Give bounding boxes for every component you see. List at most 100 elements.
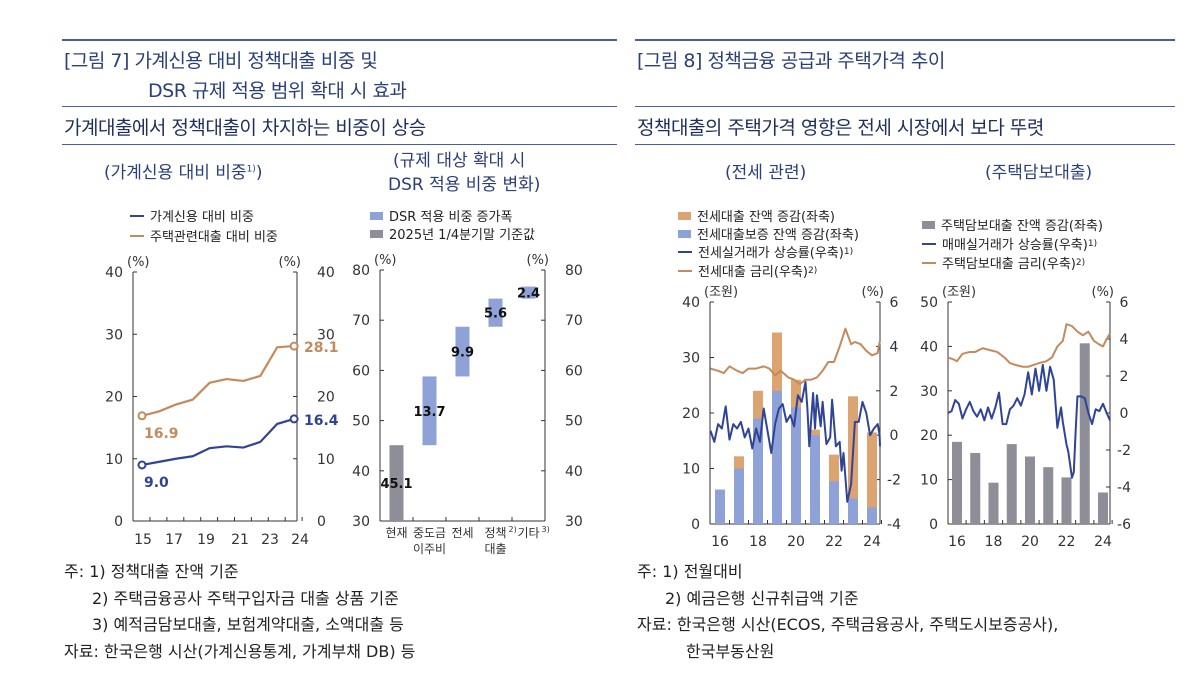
left-title-line2: DSR 규제 적용 범위 확대 시 효과 <box>148 80 407 102</box>
chart3-bar <box>848 498 858 524</box>
legend-bar-swatch <box>922 220 935 229</box>
chart4-bar <box>1043 467 1054 524</box>
chart4-y2tick-label: 4 <box>1120 332 1129 348</box>
chart2-ytick-label: 60 <box>352 363 370 379</box>
chart4-bar <box>1006 444 1017 524</box>
chart3-ytick-label: 10 <box>682 462 700 478</box>
chart2-bar <box>488 298 503 327</box>
chart2-category-sup: 2) <box>509 525 517 534</box>
chart4-bar <box>952 441 962 524</box>
chart1-xtick-label: 21 <box>231 532 249 548</box>
legend-line-swatch <box>678 269 692 272</box>
chart1-ytick-label: 20 <box>105 390 123 406</box>
chart3-xtick-label: 16 <box>711 534 729 550</box>
chart2-y2tick-label: 30 <box>565 514 583 530</box>
chart2-category-label: 이주비 <box>413 542 446 556</box>
chart4-y2tick-label: -2 <box>1117 443 1131 459</box>
legend-bar-swatch <box>678 211 691 220</box>
chart1-endpoint-marker <box>289 414 299 424</box>
chart3-xtick-label: 18 <box>749 534 767 550</box>
chart1-xtick-label: 17 <box>165 532 183 548</box>
chart4-xtick-label: 20 <box>1021 534 1039 550</box>
chart1-xtick-label: 23 <box>261 532 279 548</box>
chart4-y2tick-label: 6 <box>1120 295 1129 311</box>
legend-line-swatch <box>922 242 936 245</box>
chart3-bar <box>772 390 782 524</box>
chart2-category-label: 전세 <box>451 526 473 540</box>
chart2-y2tick-label: 60 <box>565 363 583 379</box>
chart3-xtick-label: 20 <box>787 534 805 550</box>
chart1-legend-orange: 주택관련대출 대비 비중 <box>130 226 278 245</box>
chart4-legend-1: 주택담보대출 잔액 증감(좌축) <box>922 215 1103 234</box>
right-title: [그림 8] 정책금융 공급과 주택가격 추이 <box>637 50 945 72</box>
chart4-right-unit: (%) <box>1092 285 1115 300</box>
chart1-legend-blue: 가계신용 대비 비중 <box>130 206 254 225</box>
chart1-series-line <box>141 344 295 417</box>
chart3-bar <box>791 407 801 524</box>
chart1-y2tick-label: 40 <box>317 265 335 281</box>
chart1-start-label: 9.0 <box>144 475 169 491</box>
chart4-xtick-label: 22 <box>1058 534 1076 550</box>
chart1-endpoint-marker <box>289 341 299 351</box>
chart3-xtick-label: 24 <box>863 534 881 550</box>
chart2-category-label: 대출 <box>484 542 506 556</box>
chart4-y2tick-label: -6 <box>1117 517 1131 533</box>
chart4-xtick-label: 16 <box>948 534 966 550</box>
chart2-title-line1: (규제 대상 확대 시 <box>393 151 526 171</box>
chart4-bar <box>1079 343 1090 524</box>
chart3-y2tick-label: -4 <box>887 517 901 533</box>
chart1-endpoint-marker <box>137 411 147 421</box>
chart2-bar <box>389 445 404 521</box>
legend-bar-swatch <box>678 229 691 238</box>
chart1-ytick-label: 10 <box>105 452 123 468</box>
chart2-y2tick-label: 70 <box>565 313 583 329</box>
chart2-ytick-label: 30 <box>352 514 370 530</box>
chart4-bar <box>1061 477 1072 524</box>
chart4-y2tick-label: 2 <box>1120 369 1129 385</box>
chart3-legend-2: 전세대출보증 잔액 증감(좌축) <box>678 224 859 243</box>
chart4-ytick-label: 0 <box>929 517 938 533</box>
chart3-ytick-label: 20 <box>682 406 700 422</box>
legend-line-swatch <box>922 261 936 264</box>
chart1-end-label: 28.1 <box>304 340 339 356</box>
right-source: 자료: 한국은행 시산(ECOS, 주택금융공사, 주택도시보증공사), <box>637 615 1059 634</box>
chart4-legend-3: 주택담보대출 금리(우축) 2) <box>922 253 1085 272</box>
chart2-category-sup: 3) <box>542 525 550 534</box>
chart2-title-line2: DSR 적용 비중 변화) <box>388 175 541 195</box>
left-sub-rule <box>62 144 617 145</box>
chart2-legend-blue: DSR 적용 비중 증가폭 <box>370 206 512 225</box>
left-top-rule <box>62 39 617 41</box>
chart3-ytick-label: 0 <box>691 517 700 533</box>
chart2-bar <box>422 376 437 446</box>
chart2-legend-gray: 2025년 1/4분기말 기준값 <box>370 224 535 243</box>
chart1-ytick-label: 30 <box>105 327 123 343</box>
legend-line-swatch <box>130 214 144 217</box>
chart2-y2tick-label: 50 <box>565 414 583 430</box>
chart4-title: (주택담보대출) <box>985 163 1093 183</box>
chart4-left-unit: (조원) <box>942 285 976 300</box>
chart3-line-series <box>710 327 881 386</box>
left-note-3: 3) 예적금담보대출, 보험계약대출, 소액대출 등 <box>92 615 404 634</box>
chart1-left-unit: (%) <box>127 255 150 270</box>
chart3-legend-3: 전세실거래가 상승률(우축) 1) <box>678 242 853 261</box>
right-sub-rule <box>635 144 1175 145</box>
chart1-y2tick-label: 20 <box>317 390 335 406</box>
chart2-y2tick-label: 40 <box>565 464 583 480</box>
chart2-left-unit: (%) <box>374 253 397 268</box>
right-top-rule <box>635 39 1175 41</box>
chart4-bar <box>1098 492 1108 524</box>
chart1-endpoint-marker <box>137 460 147 470</box>
chart3-xtick-label: 22 <box>825 534 843 550</box>
chart2-y2tick-label: 80 <box>565 263 583 279</box>
chart3-bar <box>829 481 839 524</box>
chart2-ytick-label: 70 <box>352 313 370 329</box>
chart4-ytick-label: 30 <box>920 384 938 400</box>
chart4-bar <box>1025 456 1035 524</box>
chart3-right-unit: (%) <box>862 285 885 300</box>
chart2-bar-label: 5.6 <box>484 307 507 322</box>
chart3-bar <box>867 432 877 524</box>
chart3-ytick-label: 30 <box>682 351 700 367</box>
left-note-1: 주: 1) 정책대출 잔액 기준 <box>64 562 239 581</box>
chart3-ytick-label: 40 <box>682 295 700 311</box>
legend-bar-swatch <box>370 211 383 220</box>
